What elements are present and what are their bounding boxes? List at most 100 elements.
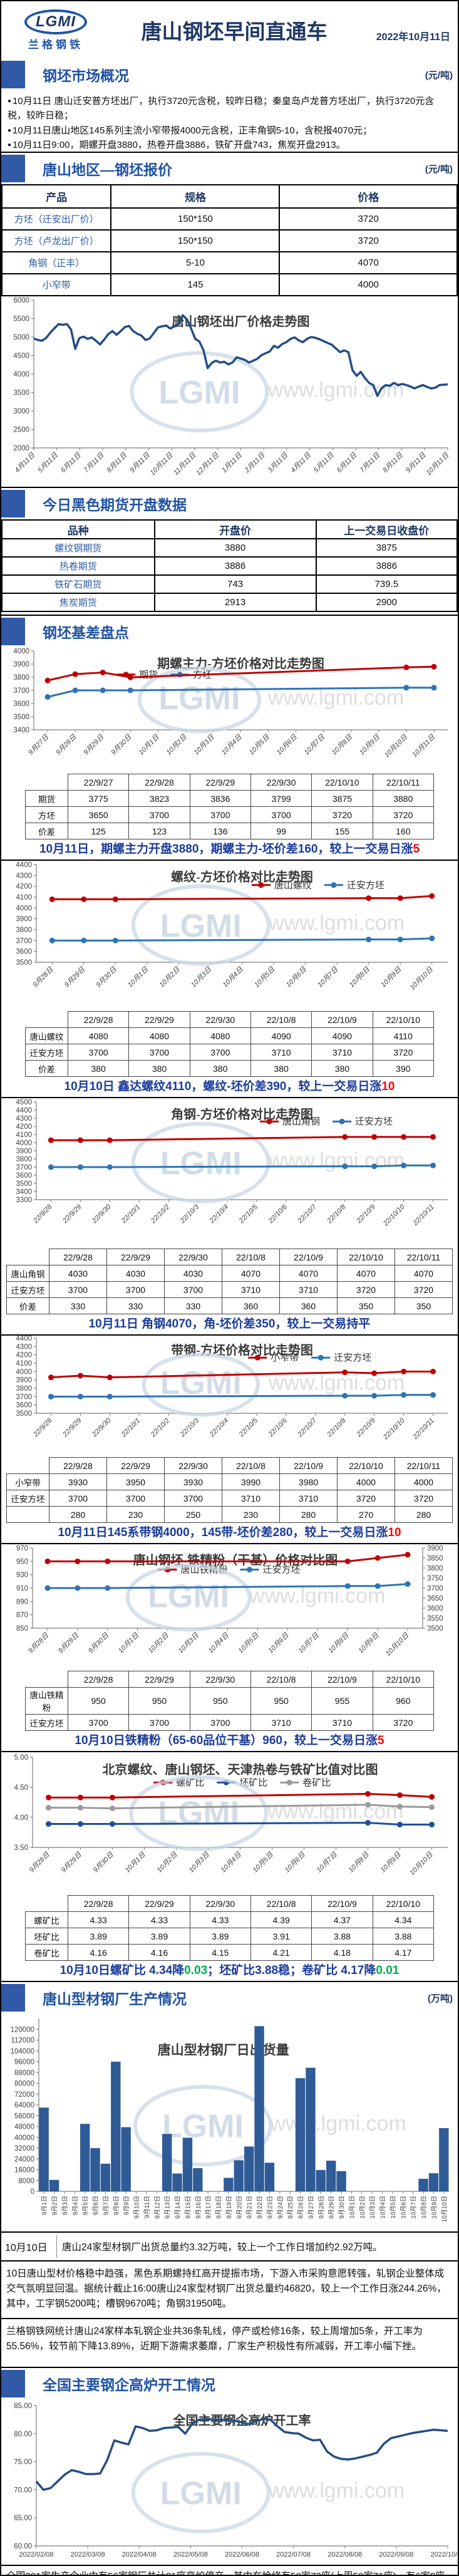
billet-quote-table: 产品 规格 价格 方坯（迁安出厂价） 150*150 3720 方坯（卢龙出厂价） 150*1… bbox=[1, 184, 458, 296]
table-cell: 380 bbox=[311, 1060, 373, 1077]
table-cell: 3700 bbox=[128, 1044, 190, 1061]
svg-text:10月10日: 10月10日 bbox=[408, 965, 435, 992]
table-header-cell: 产品 bbox=[1, 184, 112, 209]
svg-text:22/10/1: 22/10/1 bbox=[120, 1417, 142, 1439]
table-cell: 380 bbox=[250, 1060, 312, 1077]
svg-text:4月11日: 4月11日 bbox=[14, 451, 37, 474]
table-cell: 3710 bbox=[250, 1714, 312, 1731]
table-cell: 4.37 bbox=[311, 1911, 373, 1928]
table-row: 价差 330 330 330 360 360 350 350 bbox=[6, 1297, 453, 1314]
svg-text:9月28日: 9月28日 bbox=[54, 733, 78, 757]
table-cell: 3720 bbox=[311, 806, 373, 823]
table-header-cell: 22/10/10 bbox=[337, 1249, 395, 1265]
section-title: 唐山型材钢厂生产情况 bbox=[43, 1991, 187, 2007]
section-header-furnace: 全国主要钢企高炉开工情况 bbox=[1, 2368, 458, 2399]
svg-text:2022/07/08: 2022/07/08 bbox=[276, 2551, 311, 2558]
chart-title: 全国主要钢企高炉开工率 bbox=[173, 2412, 311, 2428]
data-point bbox=[127, 687, 133, 693]
table-header-cell: 22/9/28 bbox=[128, 774, 190, 791]
svg-text:22/10/11: 22/10/11 bbox=[411, 1203, 436, 1228]
chart-furnace-operating-rate: 60.00 65.00 70.00 75.00 80.00 85.00 2022/02/08… bbox=[1, 2399, 458, 2565]
table-header-cell: 22/10/11 bbox=[395, 1457, 453, 1474]
data-point bbox=[429, 935, 435, 942]
data-point bbox=[397, 937, 403, 943]
billet-price-trend-block: 2000 2500 3000 3500 4000 4500 5000 5500 6000 4月11… bbox=[1, 296, 458, 488]
table-cell: 125 bbox=[67, 823, 130, 839]
svg-text:9月30日: 9月30日 bbox=[110, 733, 133, 757]
section-header-market: 钢坯市场概况 (元/吨) bbox=[1, 59, 458, 90]
svg-text:5500: 5500 bbox=[13, 316, 29, 323]
svg-text:9月28日: 9月28日 bbox=[28, 1851, 52, 1874]
svg-text:930: 930 bbox=[16, 1572, 28, 1579]
table-cell: 3886 bbox=[315, 556, 458, 576]
market-bullets: 10月11日 唐山迁安普方坯出厂，执行3720元含税，较昨日稳；秦皇岛卢龙普方坯… bbox=[1, 90, 458, 153]
table-header-cell: 22/9/28 bbox=[49, 1457, 107, 1474]
futures-vs-billet-table: 22/9/27 22/9/28 22/9/29 22/9/30 22/10/10 22/1… bbox=[25, 774, 435, 839]
svg-text:10月7日: 10月7日 bbox=[316, 1851, 339, 1874]
table-cell: 4080 bbox=[128, 1027, 190, 1044]
table-cell: 3710 bbox=[279, 1281, 338, 1298]
table-row: 价差 125 123 136 99 155 160 bbox=[25, 823, 435, 839]
data-point bbox=[374, 1555, 381, 1561]
data-point bbox=[365, 1791, 371, 1797]
table-header-cell: 规格 bbox=[110, 184, 281, 209]
table-cell: 3700 bbox=[106, 1281, 165, 1298]
table-cell: 3700 bbox=[128, 1714, 190, 1731]
svg-text:9月29日: 9月29日 bbox=[60, 1851, 84, 1874]
svg-text:10月11日: 10月11日 bbox=[149, 451, 175, 477]
bar bbox=[80, 2124, 90, 2191]
svg-text:10月8日: 10月8日 bbox=[327, 1631, 351, 1655]
legend-label: 小窄带 bbox=[271, 1352, 299, 1363]
bar bbox=[244, 2146, 254, 2191]
svg-text:10月4日: 10月4日 bbox=[207, 1631, 231, 1655]
table-corner bbox=[7, 1458, 49, 1474]
svg-text:40000: 40000 bbox=[14, 2134, 34, 2142]
svg-text:3800: 3800 bbox=[13, 674, 29, 682]
data-point bbox=[106, 1374, 113, 1381]
table-header-cell: 22/9/29 bbox=[128, 1011, 190, 1028]
table-cell: 4000 bbox=[395, 1473, 453, 1490]
svg-text:3.50: 3.50 bbox=[14, 1844, 28, 1852]
table-cell: 360 bbox=[279, 1297, 338, 1314]
svg-text:4500: 4500 bbox=[16, 1099, 32, 1106]
shipment-date: 10月10日 bbox=[1, 2235, 57, 2258]
table-cell: 3880 bbox=[153, 538, 317, 558]
svg-text:9月30日: 9月30日 bbox=[95, 965, 118, 989]
svg-text:4400: 4400 bbox=[16, 861, 32, 869]
watermark-logo: LGMI bbox=[160, 1365, 242, 1401]
section-tab-icon bbox=[1, 490, 25, 517]
table-cell: 950 bbox=[128, 1687, 190, 1715]
svg-text:22/10/11: 22/10/11 bbox=[411, 1417, 436, 1441]
bar bbox=[224, 2178, 234, 2191]
section-title: 今日黑色期货开盘数据 bbox=[43, 497, 187, 513]
table-cell: 950 bbox=[250, 1687, 312, 1715]
data-point bbox=[366, 895, 372, 901]
svg-text:10月8日: 10月8日 bbox=[420, 2196, 428, 2219]
caption-segment: 10月10日螺矿比 4.34降 bbox=[59, 1964, 185, 1977]
section-header-basis: 钢坯基差盘点 bbox=[1, 616, 458, 647]
table-cell: 3720 bbox=[337, 1281, 395, 1298]
bar bbox=[100, 2163, 111, 2191]
legend-label: 坯矿比 bbox=[239, 1777, 267, 1788]
svg-text:9月29日: 9月29日 bbox=[57, 1631, 81, 1655]
svg-text:9月22日: 9月22日 bbox=[256, 2196, 264, 2219]
table-header-cell: 22/10/9 bbox=[311, 1895, 373, 1912]
ore-vs-billet-caption: 10月10日铁精粉（65-60品位干基）960，较上一交易日涨5 bbox=[1, 1732, 458, 1751]
data-point bbox=[405, 1581, 411, 1587]
table-cell: 2900 bbox=[315, 593, 458, 612]
data-point bbox=[431, 663, 437, 670]
table-cell: 3775 bbox=[67, 790, 130, 807]
svg-text:9月5日: 9月5日 bbox=[82, 2196, 90, 2215]
table-cell: 3700 bbox=[189, 806, 251, 823]
svg-text:10月2日: 10月2日 bbox=[158, 965, 182, 989]
svg-text:10月1日: 10月1日 bbox=[117, 1631, 141, 1655]
table-header-cell: 22/9/30 bbox=[189, 1895, 251, 1912]
svg-text:22/10/6: 22/10/6 bbox=[267, 1416, 289, 1439]
table-cell: 3799 bbox=[250, 790, 312, 807]
data-point bbox=[429, 1822, 435, 1828]
data-point bbox=[78, 1794, 83, 1800]
row-label: 坯矿比 bbox=[25, 1928, 68, 1945]
svg-text:4000: 4000 bbox=[16, 905, 32, 912]
table-header-cell: 22/9/28 bbox=[49, 1249, 107, 1265]
svg-text:10月5日: 10月5日 bbox=[253, 965, 277, 989]
